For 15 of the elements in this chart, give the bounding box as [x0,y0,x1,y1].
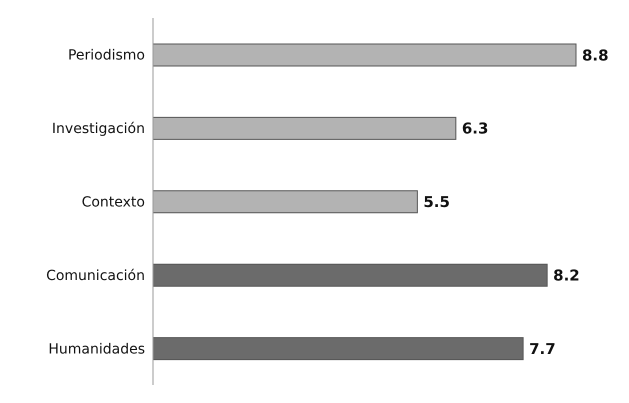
y-tick-label: Periodismo [68,48,145,64]
data-label: 8.8 [582,46,609,64]
bar [152,44,576,66]
bar [152,116,456,140]
y-tick-label: Comunicación [46,268,145,284]
y-tick-label: Investigación [52,121,145,138]
data-label: 8.2 [553,266,580,285]
data-label: 6.3 [462,120,488,138]
y-tick-label: Humanidades [48,341,145,358]
bar [152,264,548,287]
data-label: 5.5 [423,193,450,212]
bar [152,190,418,214]
bar [152,337,524,360]
data-label: 7.7 [529,340,556,358]
y-tick-label: Contexto [82,194,145,210]
